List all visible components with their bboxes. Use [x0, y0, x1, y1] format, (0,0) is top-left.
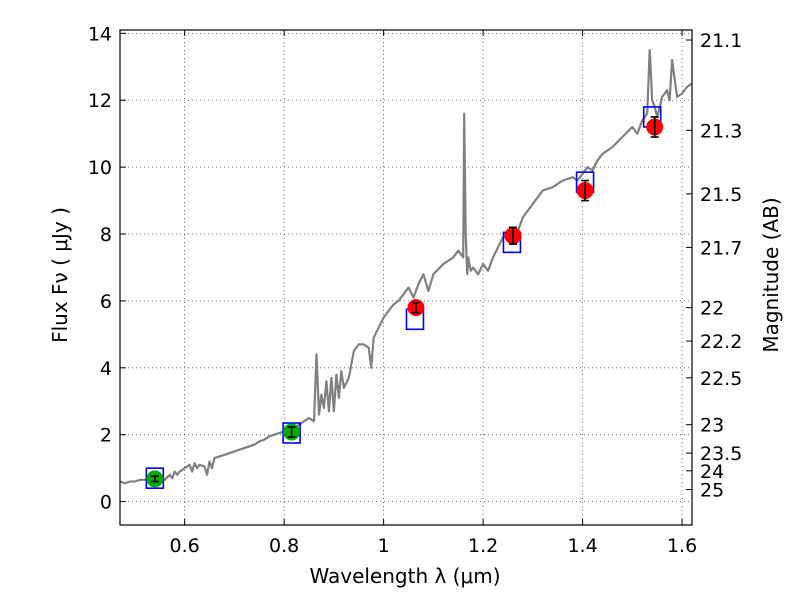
mag-tick-label: 22: [700, 298, 724, 320]
mag-tick-label: 23.5: [700, 443, 742, 465]
plot-frame: [119, 29, 693, 526]
y-tick-label: 0: [100, 492, 112, 514]
model-photometry-square: [282, 422, 301, 444]
grid-lines: [120, 30, 692, 525]
mag-tick-label: 21.3: [700, 120, 742, 142]
y-tick-label: 4: [100, 358, 112, 380]
x-tick-label: 0.8: [269, 535, 299, 557]
y-tick-label: 12: [88, 90, 112, 112]
model-photometry-square: [145, 467, 165, 489]
x-tick-label: 1.6: [667, 535, 697, 557]
spectrum-line: [119, 48, 693, 485]
mag-tick-label: 21.5: [700, 184, 742, 206]
y-axis-right-label: Magnitude (AB): [759, 197, 783, 352]
x-tick-label: 1: [378, 535, 390, 557]
x-tick-label: 1.4: [567, 535, 597, 557]
mag-tick-label: 23: [700, 415, 724, 437]
mag-tick-label: 24: [700, 461, 724, 483]
y-tick-label: 8: [100, 224, 112, 246]
mag-tick-label: 22.2: [700, 331, 742, 353]
y-tick-label: 14: [88, 23, 112, 45]
photometry-points: [145, 106, 664, 489]
y-tick-label: 6: [100, 291, 112, 313]
y-axis-label: Flux Fν ( μJy ): [48, 207, 72, 343]
x-axis-label: Wavelength λ (μm): [309, 564, 500, 588]
y-tick-label: 2: [100, 425, 112, 447]
y-tick-label: 10: [88, 157, 112, 179]
x-tick-label: 0.6: [170, 535, 200, 557]
mag-tick-label: 21.1: [700, 30, 742, 52]
mag-tick-label: 22.5: [700, 368, 742, 390]
x-tick-label: 1.2: [468, 535, 498, 557]
spectrum-series: [119, 48, 693, 485]
mag-tick-label: 21.7: [700, 237, 742, 259]
mag-tick-label: 25: [700, 480, 724, 502]
